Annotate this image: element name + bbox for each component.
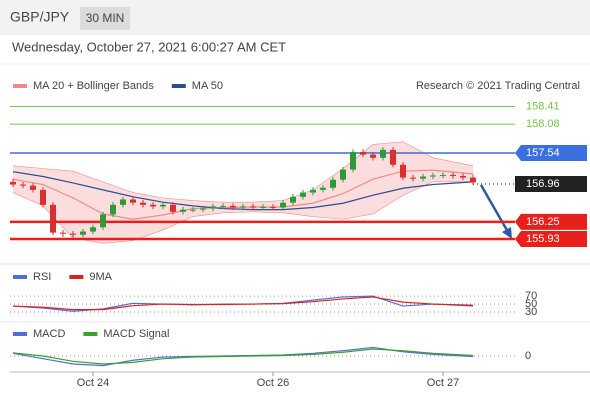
candle-body [290,196,296,203]
legend-label: MACD Signal [103,328,169,340]
interval-box [80,7,130,30]
candle-body [410,177,416,179]
symbol: GBP/JPY [10,9,70,25]
candle-body [170,204,176,212]
candle-body [60,232,66,234]
candle-body [240,206,246,208]
x-tick-label: Oct 24 [77,377,109,389]
interval: 30 MIN [86,11,125,25]
band-upper [12,141,474,203]
candle-body [200,208,206,210]
price-label: 156.96 [526,178,560,190]
indicator-line [12,296,474,311]
candle-body [400,164,406,178]
credit: Research © 2021 Trading Central [416,80,580,92]
candle-body [430,175,436,177]
candle-body [310,189,316,193]
candle-body [190,209,196,211]
y-tick-label: 70 [525,290,537,302]
level-label: 158.41 [526,100,560,112]
candle-body [50,204,56,233]
level-label: 157.54 [526,147,560,159]
candle-body [250,206,256,208]
candle-body [380,149,386,158]
candle-body [390,149,396,165]
candle-body [40,189,46,205]
candle-body [330,179,336,188]
y-tick-label: 50 [525,298,537,310]
candle-body [20,184,26,186]
candle-body [360,151,366,155]
legend-label: 9MA [89,271,112,283]
x-tick-label: Oct 27 [427,377,459,389]
candle-body [340,169,346,180]
x-tick-label: Oct 26 [257,377,289,389]
candle-body [10,181,16,185]
candle-body [280,202,286,208]
indicator-line [12,348,474,365]
candle-body [220,205,226,207]
level-label-box [515,145,587,162]
candle-body [110,204,116,215]
moving-average [12,169,474,220]
price-label-box [515,175,587,192]
candle-body [30,185,36,190]
candle-body [150,204,156,207]
y-tick-label: 0 [525,350,531,362]
candle-body [320,187,326,190]
candle-body [120,199,126,205]
legend-label: MA 50 [192,80,223,92]
candle-body [100,214,106,228]
candle-body [260,206,266,208]
candle-body [450,174,456,176]
candle-body [350,151,356,170]
legend-label: MACD [33,328,65,340]
moving-average [12,171,474,211]
candle-body [210,206,216,209]
level-label: 155.93 [526,233,560,245]
candle-body [80,231,86,235]
level-label: 156.25 [526,216,560,228]
band-lower [12,181,473,244]
candle-body [230,205,236,208]
bollinger-band [13,141,473,244]
level-label-box [515,231,587,248]
legend-label: MA 20 + Bollinger Bands [33,80,154,92]
candle-body [160,204,166,207]
candle-body [470,177,476,183]
candle-body [300,192,306,197]
candle-body [270,206,276,208]
forecast-arrow [479,184,510,233]
level-label: 158.08 [526,118,560,130]
level-label-box [515,213,587,230]
candle-body [140,202,146,205]
legend-label: RSI [33,271,51,283]
candle-body [70,233,76,235]
timestamp: Wednesday, October 27, 2021 6:00:27 AM C… [12,39,286,54]
candle-body [90,227,96,232]
candle-body [130,199,136,203]
y-tick-label: 30 [525,306,537,318]
candle-body [180,209,186,212]
candle-body [460,175,466,178]
candle-body [420,176,426,179]
forecast-arrowhead [502,227,512,239]
candle-body [370,154,376,158]
candle-body [440,174,446,176]
